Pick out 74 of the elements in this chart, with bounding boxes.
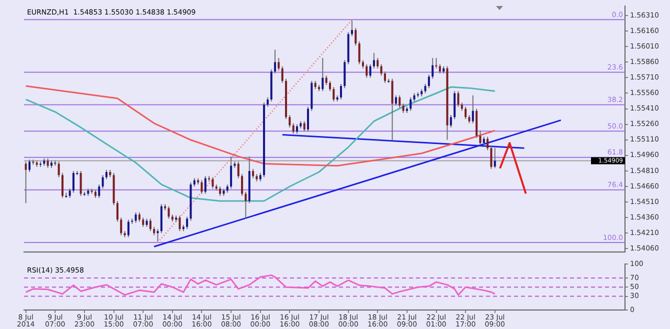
candlestick xyxy=(376,58,379,69)
candlestick xyxy=(281,66,284,84)
candlestick xyxy=(307,106,310,132)
candlestick xyxy=(237,161,240,179)
candlestick xyxy=(149,218,152,232)
candlestick xyxy=(328,80,332,92)
candlestick xyxy=(68,188,71,198)
candlestick xyxy=(494,148,496,169)
candlestick xyxy=(438,64,441,74)
candlestick xyxy=(204,176,206,194)
candlestick xyxy=(200,180,203,194)
candlestick xyxy=(61,172,64,198)
candlestick xyxy=(266,96,269,108)
candlestick xyxy=(394,94,397,106)
candlestick xyxy=(372,52,375,69)
candlestick xyxy=(142,217,144,228)
candlestick xyxy=(80,170,82,196)
candlestick xyxy=(120,217,122,236)
candlestick xyxy=(344,60,346,89)
candlestick xyxy=(98,184,100,198)
candlestick xyxy=(472,94,474,124)
candlestick xyxy=(127,219,130,238)
candlestick xyxy=(186,216,188,230)
candlestick xyxy=(134,212,137,224)
candlestick xyxy=(350,20,353,37)
candlestick xyxy=(398,94,401,108)
candlestick xyxy=(138,212,140,222)
candlestick xyxy=(340,83,342,100)
candlestick xyxy=(432,58,434,80)
candlestick xyxy=(288,114,291,128)
candlestick xyxy=(486,136,489,151)
candlestick xyxy=(384,70,386,84)
candlestick xyxy=(296,124,298,134)
candlestick xyxy=(102,174,104,190)
candlestick xyxy=(428,74,430,89)
candlestick xyxy=(354,27,357,46)
candlestick xyxy=(252,168,254,179)
candlestick xyxy=(219,186,222,196)
candlestick xyxy=(322,58,324,92)
candlestick xyxy=(303,120,306,132)
candlestick xyxy=(464,106,467,120)
candlestick xyxy=(402,103,404,114)
candlestick xyxy=(46,158,49,168)
candlestick xyxy=(292,122,294,134)
candlestick xyxy=(105,169,108,180)
candlestick xyxy=(490,146,492,170)
candlestick xyxy=(156,228,159,242)
candlestick xyxy=(274,49,276,74)
candlestick xyxy=(424,83,426,94)
candlestick xyxy=(391,78,394,140)
candlestick xyxy=(366,64,368,78)
candlestick xyxy=(450,114,452,128)
candlestick xyxy=(278,58,280,71)
candlestick xyxy=(212,176,214,190)
candlestick xyxy=(24,161,27,204)
candlestick xyxy=(358,40,360,65)
candlestick xyxy=(244,191,247,220)
candlestick xyxy=(72,170,74,194)
candlestick xyxy=(410,96,412,112)
candlestick xyxy=(332,86,335,102)
candlestick xyxy=(435,58,438,69)
candlestick xyxy=(479,130,482,146)
candlestick xyxy=(325,75,328,86)
candlestick xyxy=(457,90,460,108)
candlestick xyxy=(168,206,170,220)
candlestick xyxy=(454,90,456,120)
candlestick xyxy=(178,215,181,232)
candlestick xyxy=(369,64,372,78)
candlestick xyxy=(116,200,118,222)
candlestick xyxy=(230,156,232,190)
candlestick xyxy=(241,174,244,196)
candlestick xyxy=(28,159,31,173)
candlestick xyxy=(380,64,382,76)
candlestick xyxy=(58,161,60,178)
